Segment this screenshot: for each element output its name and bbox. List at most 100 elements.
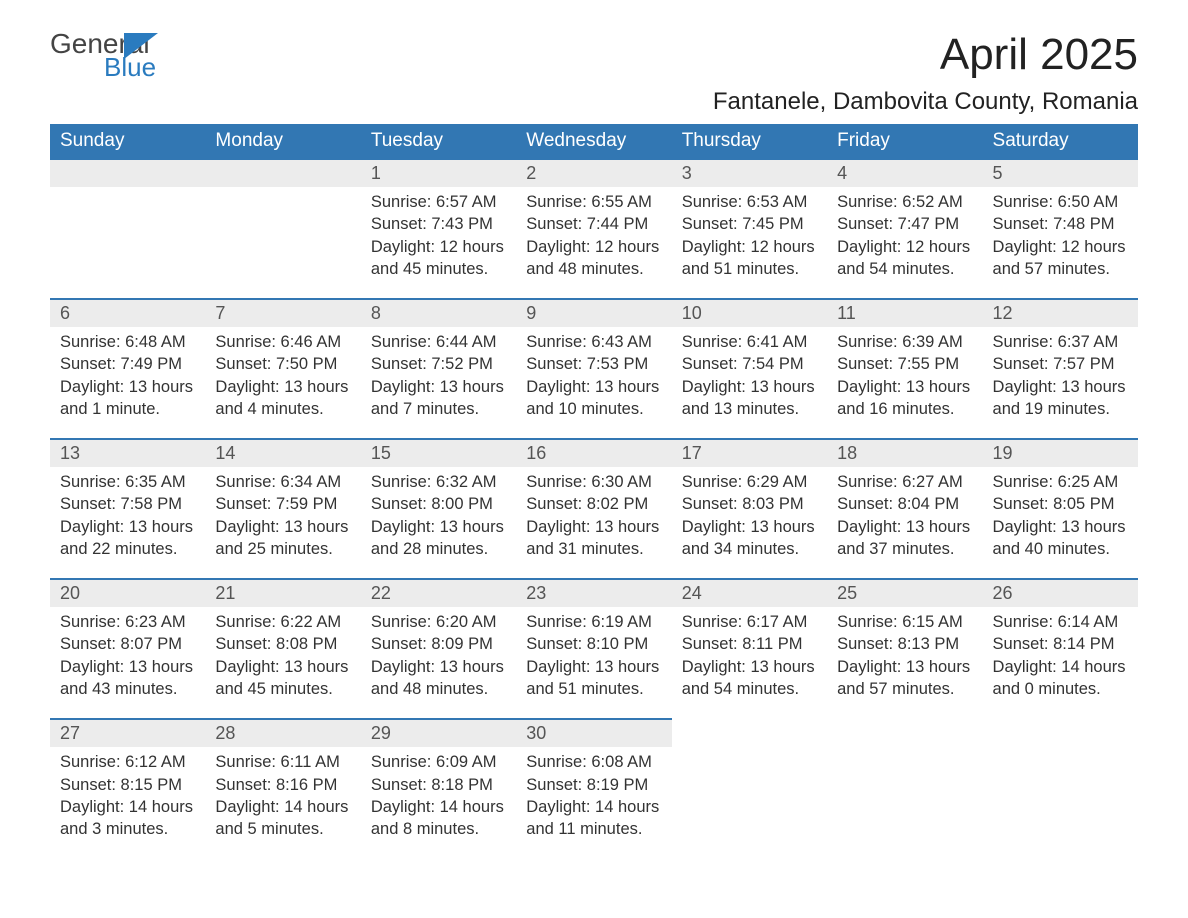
sunrise-line: Sunrise: 6:39 AM (837, 331, 972, 353)
sunrise-line: Sunrise: 6:27 AM (837, 471, 972, 493)
daylight-line-2: and 34 minutes. (682, 538, 817, 560)
calendar-table: SundayMondayTuesdayWednesdayThursdayFrid… (50, 124, 1138, 858)
day-number-row: 27282930 (50, 719, 1138, 747)
day-number-cell: 10 (672, 299, 827, 327)
daylight-line-1: Daylight: 13 hours (60, 656, 195, 678)
day-detail-cell: Sunrise: 6:34 AMSunset: 7:59 PMDaylight:… (205, 467, 360, 579)
sunrise-line: Sunrise: 6:43 AM (526, 331, 661, 353)
daylight-line-2: and 22 minutes. (60, 538, 195, 560)
logo: General Blue (50, 30, 158, 80)
daylight-line-2: and 57 minutes. (837, 678, 972, 700)
day-number-cell: 17 (672, 439, 827, 467)
weekday-header: Saturday (983, 124, 1138, 159)
sunrise-line: Sunrise: 6:48 AM (60, 331, 195, 353)
sunrise-line: Sunrise: 6:37 AM (993, 331, 1128, 353)
day-detail-cell (205, 187, 360, 299)
daylight-line-1: Daylight: 12 hours (993, 236, 1128, 258)
daylight-line-2: and 40 minutes. (993, 538, 1128, 560)
day-detail-cell: Sunrise: 6:20 AMSunset: 8:09 PMDaylight:… (361, 607, 516, 719)
day-number-row: 13141516171819 (50, 439, 1138, 467)
day-number-cell: 19 (983, 439, 1138, 467)
daylight-line-2: and 10 minutes. (526, 398, 661, 420)
day-detail-cell (672, 747, 827, 858)
sunset-line: Sunset: 7:48 PM (993, 213, 1128, 235)
day-number-cell: 9 (516, 299, 671, 327)
day-number-cell (983, 719, 1138, 747)
daylight-line-1: Daylight: 13 hours (682, 516, 817, 538)
sunset-line: Sunset: 7:45 PM (682, 213, 817, 235)
daylight-line-1: Daylight: 13 hours (371, 656, 506, 678)
sunrise-line: Sunrise: 6:41 AM (682, 331, 817, 353)
daylight-line-2: and 43 minutes. (60, 678, 195, 700)
daylight-line-1: Daylight: 13 hours (215, 516, 350, 538)
sunset-line: Sunset: 8:14 PM (993, 633, 1128, 655)
day-number-cell: 3 (672, 159, 827, 187)
daylight-line-2: and 31 minutes. (526, 538, 661, 560)
sunrise-line: Sunrise: 6:23 AM (60, 611, 195, 633)
day-detail-cell: Sunrise: 6:15 AMSunset: 8:13 PMDaylight:… (827, 607, 982, 719)
day-detail-cell (983, 747, 1138, 858)
day-detail-cell: Sunrise: 6:44 AMSunset: 7:52 PMDaylight:… (361, 327, 516, 439)
sunset-line: Sunset: 8:02 PM (526, 493, 661, 515)
day-number-cell: 22 (361, 579, 516, 607)
day-number-cell: 6 (50, 299, 205, 327)
day-number-cell: 4 (827, 159, 982, 187)
daylight-line-1: Daylight: 13 hours (371, 376, 506, 398)
weekday-header: Monday (205, 124, 360, 159)
day-detail-cell: Sunrise: 6:43 AMSunset: 7:53 PMDaylight:… (516, 327, 671, 439)
day-number-cell (205, 159, 360, 187)
day-detail-cell: Sunrise: 6:17 AMSunset: 8:11 PMDaylight:… (672, 607, 827, 719)
day-detail-cell: Sunrise: 6:52 AMSunset: 7:47 PMDaylight:… (827, 187, 982, 299)
daylight-line-2: and 25 minutes. (215, 538, 350, 560)
day-number-cell (50, 159, 205, 187)
page-title: April 2025 (940, 30, 1138, 80)
day-detail-cell: Sunrise: 6:39 AMSunset: 7:55 PMDaylight:… (827, 327, 982, 439)
day-detail-cell: Sunrise: 6:11 AMSunset: 8:16 PMDaylight:… (205, 747, 360, 858)
day-number-row: 20212223242526 (50, 579, 1138, 607)
day-number-cell: 14 (205, 439, 360, 467)
sunrise-line: Sunrise: 6:19 AM (526, 611, 661, 633)
logo-triangle-icon (124, 33, 158, 59)
daylight-line-1: Daylight: 13 hours (837, 516, 972, 538)
day-number-cell: 26 (983, 579, 1138, 607)
daylight-line-2: and 51 minutes. (526, 678, 661, 700)
daylight-line-1: Daylight: 13 hours (371, 516, 506, 538)
day-detail-cell: Sunrise: 6:35 AMSunset: 7:58 PMDaylight:… (50, 467, 205, 579)
day-detail-row: Sunrise: 6:57 AMSunset: 7:43 PMDaylight:… (50, 187, 1138, 299)
day-number-cell (827, 719, 982, 747)
day-number-cell: 25 (827, 579, 982, 607)
daylight-line-1: Daylight: 12 hours (526, 236, 661, 258)
daylight-line-2: and 11 minutes. (526, 818, 661, 840)
day-detail-cell: Sunrise: 6:55 AMSunset: 7:44 PMDaylight:… (516, 187, 671, 299)
sunrise-line: Sunrise: 6:57 AM (371, 191, 506, 213)
sunrise-line: Sunrise: 6:35 AM (60, 471, 195, 493)
daylight-line-2: and 13 minutes. (682, 398, 817, 420)
day-number-cell: 8 (361, 299, 516, 327)
sunset-line: Sunset: 8:05 PM (993, 493, 1128, 515)
daylight-line-1: Daylight: 13 hours (215, 656, 350, 678)
sunset-line: Sunset: 7:52 PM (371, 353, 506, 375)
daylight-line-2: and 45 minutes. (371, 258, 506, 280)
day-number-cell: 24 (672, 579, 827, 607)
day-number-cell (672, 719, 827, 747)
day-detail-cell (50, 187, 205, 299)
sunset-line: Sunset: 8:13 PM (837, 633, 972, 655)
day-detail-cell: Sunrise: 6:46 AMSunset: 7:50 PMDaylight:… (205, 327, 360, 439)
day-detail-row: Sunrise: 6:12 AMSunset: 8:15 PMDaylight:… (50, 747, 1138, 858)
sunrise-line: Sunrise: 6:53 AM (682, 191, 817, 213)
weekday-header: Wednesday (516, 124, 671, 159)
day-detail-cell: Sunrise: 6:48 AMSunset: 7:49 PMDaylight:… (50, 327, 205, 439)
day-detail-cell: Sunrise: 6:50 AMSunset: 7:48 PMDaylight:… (983, 187, 1138, 299)
day-number-cell: 16 (516, 439, 671, 467)
daylight-line-2: and 54 minutes. (682, 678, 817, 700)
day-number-cell: 20 (50, 579, 205, 607)
daylight-line-1: Daylight: 12 hours (682, 236, 817, 258)
day-number-cell: 11 (827, 299, 982, 327)
sunrise-line: Sunrise: 6:29 AM (682, 471, 817, 493)
sunset-line: Sunset: 7:43 PM (371, 213, 506, 235)
daylight-line-1: Daylight: 12 hours (371, 236, 506, 258)
day-number-cell: 18 (827, 439, 982, 467)
sunset-line: Sunset: 7:58 PM (60, 493, 195, 515)
weekday-header: Tuesday (361, 124, 516, 159)
day-number-cell: 5 (983, 159, 1138, 187)
